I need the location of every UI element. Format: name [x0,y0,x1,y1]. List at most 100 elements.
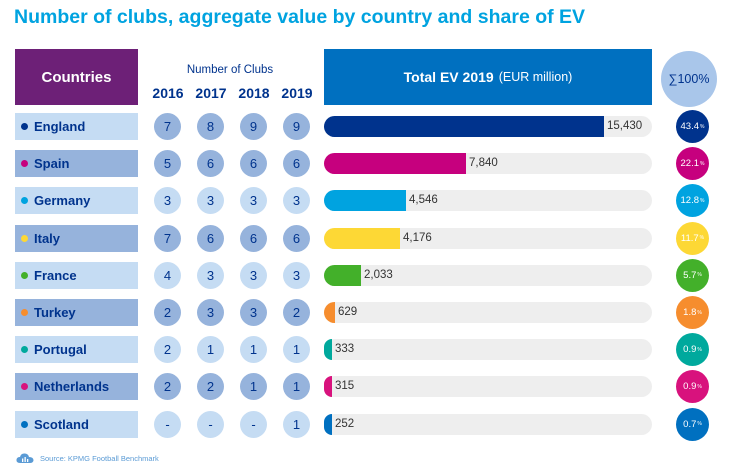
share-badge: 43.4% [676,110,709,143]
club-count: 6 [283,150,310,178]
country-name: Turkey [34,305,76,320]
ev-bar [324,376,332,398]
country-label: Turkey [15,299,138,326]
country-label: Netherlands [15,373,138,401]
cloud-chart-icon [16,453,34,463]
source-note: Source: KPMG Football Benchmark [16,452,159,464]
share-badge: 12.8% [676,184,709,218]
club-count: 7 [154,113,181,140]
club-count: 2 [154,299,181,326]
country-name: Netherlands [34,379,110,395]
table-row: Turkey 2 3 3 2 629 1.8% [0,296,738,329]
ev-bar-track [324,302,652,323]
share-percent-sign: % [697,346,702,353]
table-row: Germany 3 3 3 3 4,546 12.8% [0,184,738,218]
share-value: 11.7 [680,232,699,244]
country-name: France [34,267,77,283]
table-row: Scotland - - -1 252 0.7% [0,407,738,441]
club-count: - [197,410,224,438]
share-badge: 1.8% [676,296,709,329]
share-percent-sign: % [699,235,705,242]
club-count: 5 [154,150,181,178]
share-percent-sign: % [700,123,705,130]
table-row: Netherlands 2 2 1 1 315 0.9% [0,370,738,404]
share-value: 0.9 [683,344,697,356]
club-count: 2 [154,336,181,364]
club-count: 6 [283,224,310,252]
country-dot [21,234,28,242]
ev-bar-track [324,376,652,398]
ev-bar [324,190,406,212]
club-count: 3 [240,261,267,289]
country-dot [21,197,28,205]
country-dot [21,383,28,391]
share-percent-sign: % [697,383,702,390]
club-count: - [154,410,181,438]
ev-bar-track [324,190,652,212]
share-percent-sign: % [697,272,702,279]
country-label: Scotland [15,410,138,438]
ev-value-label: 315 [335,380,355,393]
club-count: 1 [240,336,267,364]
club-count: 1 [197,336,224,364]
club-count: 7 [154,224,181,252]
club-count: 1 [240,373,267,401]
club-count: 9 [240,113,267,140]
club-count: 6 [197,224,224,252]
year-2016: 2016 [152,85,184,101]
ev-bar [324,339,332,361]
year-2017: 2017 [195,85,227,101]
share-badge: 0.9% [676,333,709,367]
ev-value-label: 4,176 [403,231,432,244]
countries-header: Countries [15,49,138,105]
ev-value-label: 629 [338,306,358,318]
country-label: England [15,113,138,140]
ev-value-label: 4,546 [409,194,438,207]
ev-bar [324,302,335,323]
ev-value-label: 252 [335,417,355,430]
country-dot [21,420,28,428]
ev-value-label: 2,033 [364,268,393,281]
share-percent-sign: % [700,197,705,204]
club-count: 9 [283,113,310,140]
table-row: England 7 8 9 9 15,430 43.4% [0,110,738,143]
club-count: 1 [283,336,310,364]
club-count: 6 [240,224,267,252]
share-value: 5.7 [683,269,697,281]
club-count: 3 [197,187,224,215]
share-badge: 0.9% [676,370,709,404]
club-count: 4 [154,261,181,289]
ev-bar-track [324,264,652,286]
share-badge: 0.7% [676,407,709,441]
club-count: 1 [283,410,310,438]
club-count: 8 [197,113,224,140]
club-count: 3 [197,261,224,289]
club-count: 3 [154,187,181,215]
ev-bar-track [324,413,652,435]
table-row: Italy 7 6 6 6 4,176 11.7% [0,221,738,255]
country-name: Portugal [34,342,87,358]
club-count: 3 [197,299,224,326]
country-label: France [15,261,138,289]
club-count: 3 [283,187,310,215]
club-count: 1 [283,373,310,401]
country-name: Italy [34,230,61,246]
share-value: 0.9 [683,381,697,393]
ev-value-label: 7,840 [469,157,498,170]
clubs-caption: Number of Clubs [186,64,274,76]
country-name: England [34,119,86,134]
club-count: 6 [240,150,267,178]
share-value: 43.4 [680,121,700,132]
share-percent-sign: % [697,421,702,428]
table-row: Portugal 2 1 1 1 333 0.9% [0,333,738,367]
ev-bar-track [324,339,652,361]
club-count: 3 [240,187,267,215]
club-count: 2 [154,373,181,401]
ev-header: Total EV 2019 (EUR million) [324,49,652,105]
ev-value-label: 15,430 [607,120,643,132]
ev-bar [324,153,466,175]
share-value: 12.8 [680,195,700,207]
table-row: Spain 5 6 6 6 7,840 22.1% [0,147,738,181]
club-count: 2 [197,373,224,401]
club-count: 3 [240,299,267,326]
